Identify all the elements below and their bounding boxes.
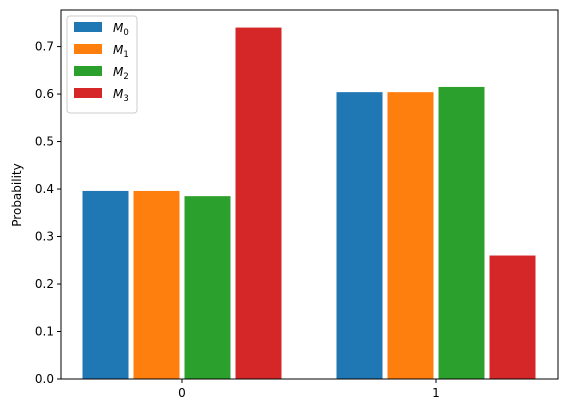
bar-series0-cat0 (82, 190, 129, 379)
bar-series2-cat0 (184, 196, 231, 379)
y-tick-label: 0.6 (35, 87, 54, 101)
y-tick-label: 0.4 (35, 182, 54, 196)
legend-swatch-2 (74, 66, 102, 76)
bar-series3-cat0 (235, 27, 282, 379)
legend-swatch-3 (74, 88, 102, 98)
bar-series1-cat0 (133, 190, 180, 379)
y-axis-label: Probability (10, 163, 24, 226)
y-axis: 0.0 0.1 0.2 0.3 0.4 0.5 0.6 0.7 (35, 40, 61, 386)
y-tick-label: 0.7 (35, 40, 54, 54)
bar-series0-cat1 (336, 92, 383, 379)
bar-series2-cat1 (438, 86, 485, 380)
y-tick-label: 0.1 (35, 325, 54, 339)
y-tick-label: 0.3 (35, 230, 54, 244)
plot-frame (60, 9, 559, 380)
legend-swatch-1 (74, 44, 102, 54)
legend-swatch-0 (74, 22, 102, 32)
x-tick-label: 0 (178, 386, 186, 400)
bars-group (82, 27, 536, 380)
y-tick-label: 0.2 (35, 277, 54, 291)
y-tick-label: 0.5 (35, 135, 54, 149)
bar-series3-cat1 (489, 255, 536, 379)
bar-series1-cat1 (387, 92, 434, 379)
x-tick-label: 1 (432, 386, 440, 400)
y-tick-label: 0.0 (35, 372, 54, 386)
